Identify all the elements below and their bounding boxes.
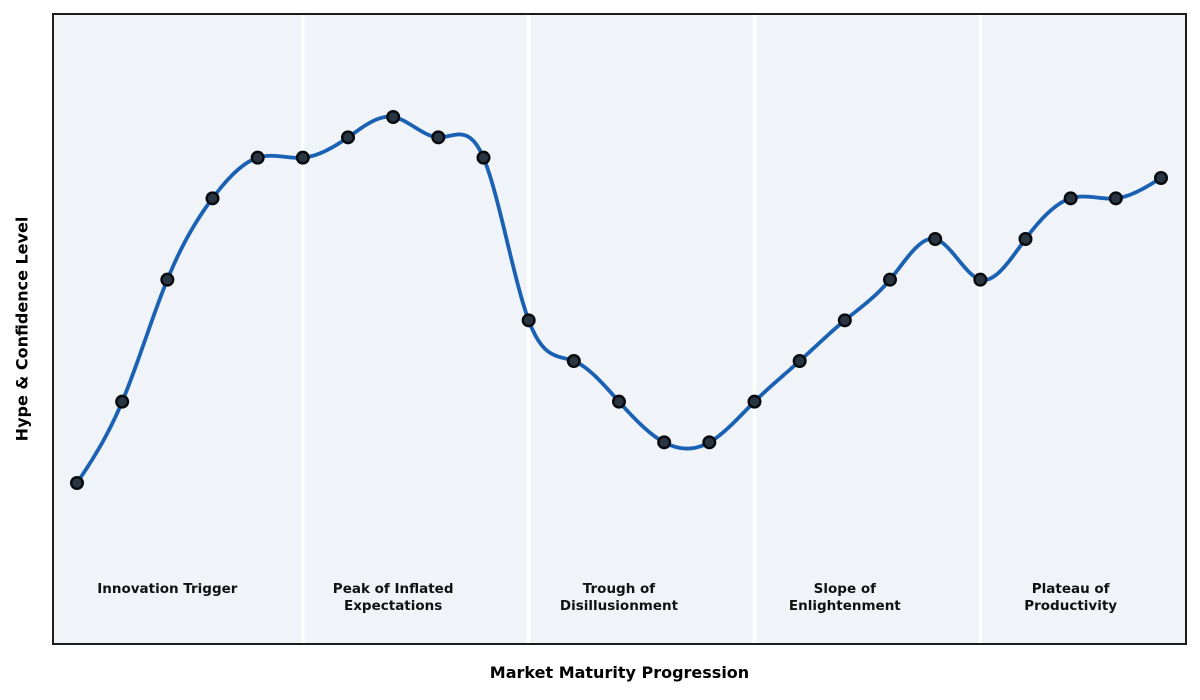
data-point-marker: [521, 313, 536, 328]
data-point-marker: [250, 150, 265, 165]
phase-label-plateau-of-productivity: Plateau of Productivity: [1024, 581, 1118, 614]
y-axis-label: Hype & Confidence Level: [12, 216, 32, 442]
data-point-marker: [928, 231, 943, 246]
data-point-marker: [295, 150, 310, 165]
data-point-marker: [1108, 191, 1123, 206]
phase-label-trough-of-disillusionment: Trough of Disillusionment: [559, 581, 679, 614]
data-point-marker: [792, 354, 807, 369]
data-point-marker: [702, 435, 717, 450]
phase-label-slope-of-enlightenment: Slope of Enlightenment: [788, 581, 901, 614]
data-point-marker: [747, 394, 762, 409]
data-point-marker: [837, 313, 852, 328]
data-point-marker: [205, 191, 220, 206]
data-point-marker: [1153, 170, 1168, 185]
data-point-marker: [657, 435, 672, 450]
curve-canvas: [70, 15, 1168, 643]
data-point-marker: [973, 272, 988, 287]
data-point-marker: [341, 130, 356, 145]
data-point-marker: [612, 394, 627, 409]
data-point-marker: [1018, 231, 1033, 246]
data-point-marker: [70, 476, 85, 491]
data-point-marker: [566, 354, 581, 369]
hype-curve-line: [75, 114, 1163, 485]
data-point-marker: [476, 150, 491, 165]
data-point-marker: [115, 394, 130, 409]
data-point-marker: [431, 130, 446, 145]
x-axis-label: Market Maturity Progression: [489, 663, 750, 682]
data-point-marker: [160, 272, 175, 287]
phase-label-innovation-trigger: Innovation Trigger: [97, 581, 238, 597]
data-point-marker: [1063, 191, 1078, 206]
data-point-marker: [883, 272, 898, 287]
phase-label-peak-of-inflated-expectations: Peak of Inflated Expectations: [332, 581, 454, 614]
data-point-marker: [386, 109, 401, 124]
plot-area: Innovation Trigger Peak of Inflated Expect…: [52, 13, 1187, 645]
